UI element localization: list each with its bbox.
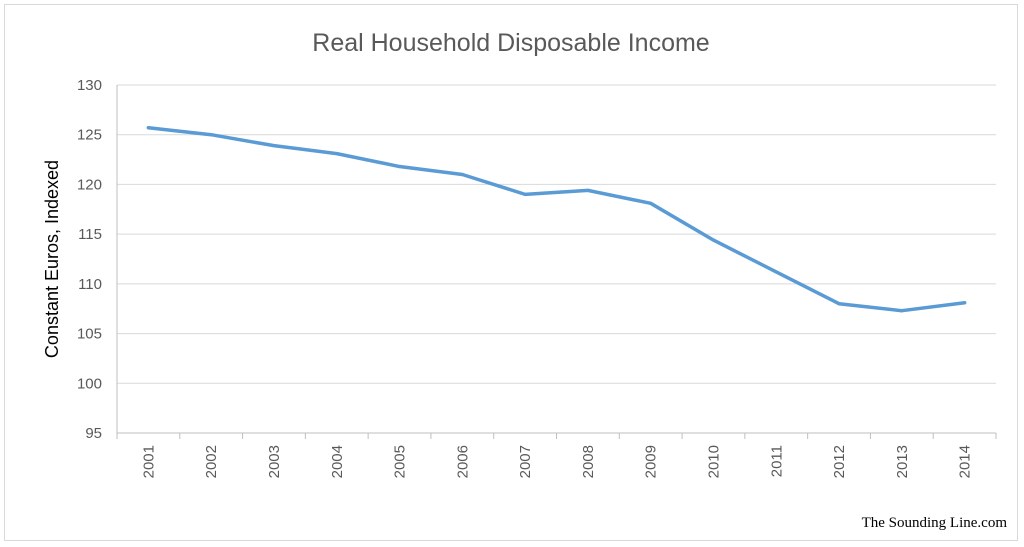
y-tick-label: 125: [77, 127, 102, 144]
x-tick-label: 2014: [957, 445, 974, 478]
x-tick-label: 2002: [203, 445, 220, 478]
y-tick-label: 115: [78, 226, 102, 243]
series-line: [146, 126, 967, 313]
x-tick-label: 2001: [140, 445, 157, 478]
data-point: [711, 238, 716, 242]
y-tick-label: 110: [78, 276, 102, 293]
x-tick-labels: 2001 2002 2003 2004 2005 2006 2007 2008 2009 2010…: [140, 445, 973, 478]
y-tick-label: 100: [77, 375, 102, 392]
data-point: [649, 201, 653, 205]
x-tick-label: 2003: [266, 445, 283, 478]
x-tick-label: 2010: [705, 445, 722, 478]
data-point: [523, 192, 527, 196]
x-tick-label: 2007: [517, 445, 534, 478]
data-point: [335, 152, 339, 156]
credit-text: The Sounding Line.com: [862, 515, 1008, 531]
series-group: [146, 126, 967, 313]
x-tick-label: 2004: [329, 445, 346, 478]
x-tick-label: 2012: [831, 445, 848, 478]
x-tick-label: 2006: [454, 445, 471, 478]
x-tick-label: 2009: [643, 445, 660, 478]
gridlines: [117, 84, 996, 384]
x-tick-label: 2011: [768, 445, 785, 477]
x-tick-label: 2005: [392, 445, 409, 478]
data-point: [397, 164, 402, 169]
y-tick-label: 105: [77, 326, 102, 343]
data-point: [272, 144, 276, 148]
data-point: [900, 309, 904, 313]
chart-title: Real Household Disposable Income: [312, 29, 709, 57]
data-point: [460, 172, 464, 177]
data-point: [146, 126, 150, 130]
y-tick-label: 130: [77, 77, 102, 94]
data-point: [963, 301, 967, 305]
y-tick-labels: 95 100 105 110 115 120 125 130: [77, 77, 102, 442]
x-tick-label: 2008: [580, 445, 597, 478]
x-tick-label: 2013: [894, 445, 911, 478]
y-tick-label: 95: [85, 425, 102, 442]
axes: [116, 85, 997, 439]
data-point: [774, 270, 778, 274]
data-point: [586, 188, 590, 192]
data-point: [837, 302, 841, 306]
data-point: [209, 133, 213, 137]
y-tick-label: 120: [77, 176, 102, 193]
chart-frame: [4, 4, 1018, 541]
y-axis-label: Constant Euros, Indexed: [42, 160, 62, 358]
